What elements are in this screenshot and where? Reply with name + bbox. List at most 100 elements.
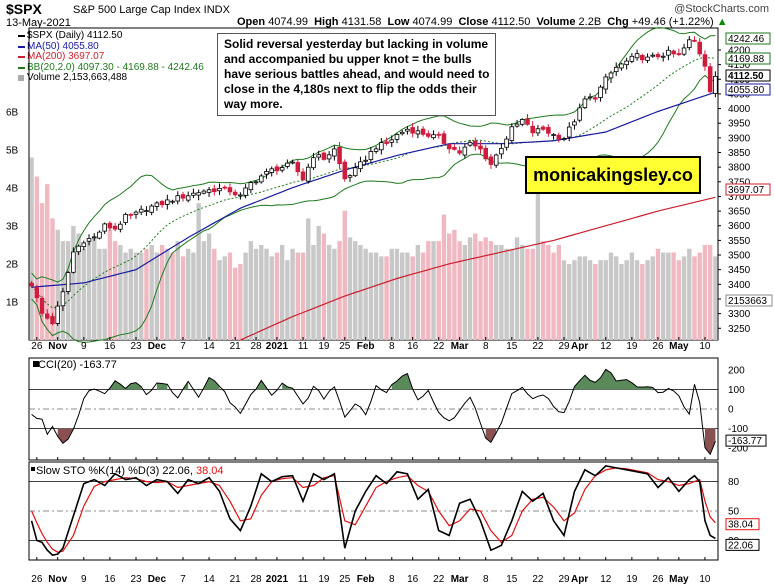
cci-tick-label: 100 <box>728 385 745 396</box>
volume-bar <box>446 233 452 340</box>
volume-bar <box>165 248 170 340</box>
open-label: Open <box>237 16 266 28</box>
cci-tick-label: 0 <box>728 405 734 416</box>
volume-bar <box>608 252 614 340</box>
volume-bar <box>45 184 50 340</box>
x-axis-label: 23 <box>130 341 142 352</box>
price-tick-label: 3650 <box>728 207 751 218</box>
volume-bar <box>540 241 546 340</box>
volume-bar <box>619 263 624 340</box>
candle-body <box>582 98 588 109</box>
candle-body <box>660 55 666 58</box>
sto-d-line <box>31 467 716 553</box>
candle-body <box>493 154 499 166</box>
volume-bar <box>572 260 577 340</box>
volume-bar <box>436 241 441 340</box>
volume-bar <box>112 241 118 340</box>
volume-bar <box>274 252 280 340</box>
volume-bar <box>384 256 389 340</box>
volume-bar <box>264 248 269 340</box>
x-axis-label-bottom: 26 <box>31 574 43 585</box>
x-axis-label-bottom: 15 <box>506 574 518 585</box>
volume-bar <box>567 263 572 340</box>
sto-tick-label: 80 <box>728 477 740 488</box>
volume-bar <box>227 252 233 340</box>
legend-label: Volume 2,153,663,488 <box>27 72 128 84</box>
volume-bar <box>587 260 593 340</box>
volume-bar <box>196 203 201 340</box>
cci-value-tag-box <box>725 434 767 447</box>
volume-bar <box>493 244 499 340</box>
volume-bar <box>154 252 160 340</box>
volume-bar <box>655 248 661 340</box>
cci-oversold-fill <box>704 428 716 455</box>
x-axis-label: 8 <box>483 341 489 352</box>
candle-body <box>608 72 614 79</box>
volume-bar <box>34 176 40 340</box>
volume-bar <box>420 252 426 340</box>
candle-body <box>274 166 280 172</box>
candle-body <box>488 156 494 165</box>
candle-body <box>279 167 285 171</box>
candle-body <box>128 213 134 216</box>
price-tick-label: 3800 <box>728 163 751 174</box>
price-tag-box <box>725 69 771 82</box>
x-axis-label: 26 <box>31 341 43 352</box>
x-axis-label: 22 <box>532 341 544 352</box>
high-value: 4131.58 <box>341 16 382 28</box>
candle-body <box>373 148 379 152</box>
volume-bar <box>81 248 86 340</box>
candle-body <box>316 154 321 158</box>
x-axis-label-bottom: 29 <box>558 574 570 585</box>
candle-body <box>634 53 640 59</box>
candle-body <box>530 125 535 134</box>
volume-bar <box>488 241 494 340</box>
candle-body <box>519 119 525 125</box>
x-axis-label-bottom: 25 <box>339 574 351 585</box>
legend-swatch <box>18 35 25 37</box>
x-axis-label: 19 <box>318 341 330 352</box>
candle-body <box>540 126 546 130</box>
cci-overbought-fill <box>391 373 413 390</box>
volume-bar <box>97 248 102 340</box>
candle-body <box>97 231 102 239</box>
x-axis-label-bottom: 28 <box>250 574 262 585</box>
candle-body <box>212 188 217 193</box>
volume-bar <box>279 244 285 340</box>
x-axis-label: 26 <box>652 341 664 352</box>
candle-body <box>264 170 269 175</box>
volume-tag-value: 2153663 <box>728 296 767 307</box>
x-axis-label-bottom: 19 <box>626 574 638 585</box>
watermark-brand-box: monicakingsley.co <box>525 156 701 194</box>
cci-value-tag: -163.77 <box>728 436 762 447</box>
candle-body <box>640 54 645 61</box>
volume-bar <box>645 260 650 340</box>
candle-body <box>431 134 436 139</box>
volume-bar <box>650 256 655 340</box>
legend-swatch <box>18 75 24 82</box>
candle-body <box>123 213 128 223</box>
volume-bar <box>702 244 708 340</box>
candle-body <box>509 126 515 141</box>
candle-body <box>687 39 692 49</box>
volume-bar <box>593 263 598 340</box>
volume-bar <box>326 244 332 340</box>
ohlc-stats: Open 4074.99 High 4131.58 Low 4074.99 Cl… <box>237 16 728 28</box>
cci-overbought-fill <box>156 383 168 390</box>
close-label: Close <box>458 16 489 28</box>
x-axis-label-bottom: 21 <box>230 574 242 585</box>
candle-body <box>332 148 337 157</box>
price-tick-label: 3550 <box>728 236 751 247</box>
x-axis-label: 25 <box>339 341 351 352</box>
x-axis-label-bottom: Nov <box>48 574 67 585</box>
volume-bar <box>629 252 635 340</box>
sto-k-tag-box <box>725 538 760 551</box>
price-tick-label: 3900 <box>728 133 751 144</box>
candle-body <box>342 161 348 180</box>
volume-bar <box>640 263 645 340</box>
legend-swatch <box>18 66 25 69</box>
volume-bar <box>217 260 222 340</box>
candle-body <box>650 54 656 57</box>
high-label: High <box>314 16 339 28</box>
